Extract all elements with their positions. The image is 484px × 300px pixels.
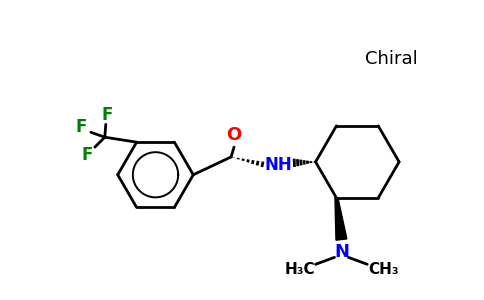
Text: F: F (101, 106, 112, 124)
Text: H₃C: H₃C (285, 262, 315, 277)
Text: F: F (81, 146, 92, 164)
Polygon shape (335, 198, 347, 240)
Text: Chiral: Chiral (365, 50, 418, 68)
Text: F: F (75, 118, 87, 136)
Text: CH₃: CH₃ (368, 262, 398, 277)
Text: O: O (227, 126, 242, 144)
Text: N: N (334, 243, 349, 261)
Text: NH: NH (265, 156, 293, 174)
